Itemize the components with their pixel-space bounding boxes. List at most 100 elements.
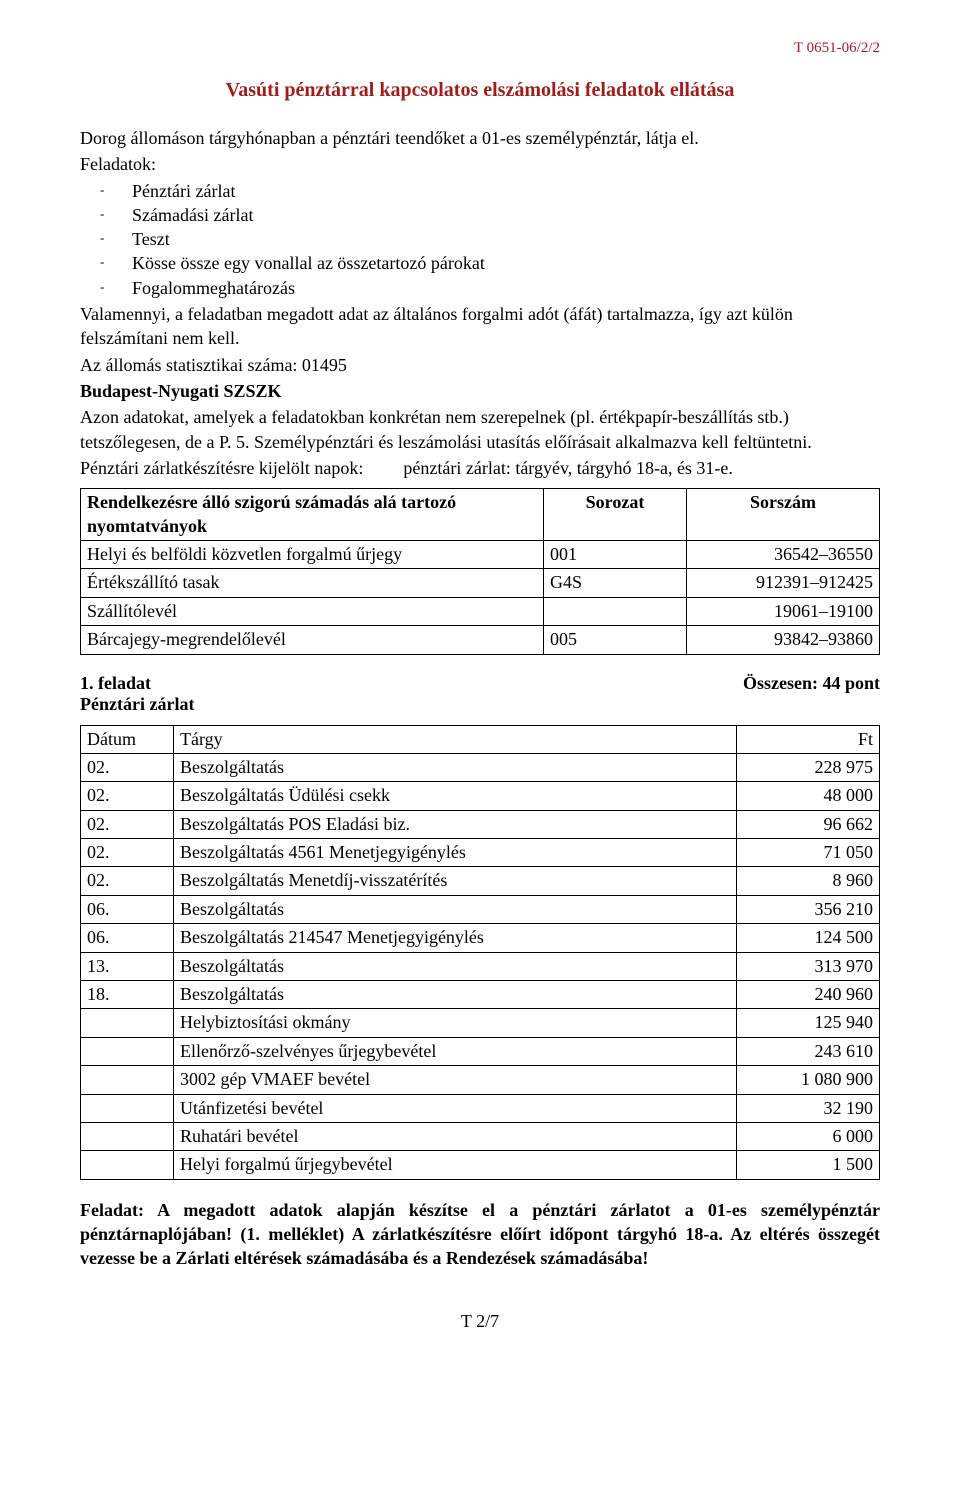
cell-targy: Beszolgáltatás (174, 952, 737, 980)
table-row: Értékszállító tasakG4S912391–912425 (81, 569, 880, 597)
cell-datum: 18. (81, 981, 174, 1009)
cell-nyomtatvany: Helyi és belföldi közvetlen forgalmú űrj… (81, 540, 544, 568)
col-sorszam: Sorszám (687, 489, 880, 541)
table-row: 02.Beszolgáltatás Menetdíj-visszatérítés… (81, 867, 880, 895)
task-header: 1. feladat Összesen: 44 pont (80, 673, 880, 694)
zarlat-line: Pénztári zárlatkészítésre kijelölt napok… (80, 456, 880, 480)
task-points: Összesen: 44 pont (743, 673, 880, 694)
cell-sorozat: G4S (544, 569, 687, 597)
cell-targy: Beszolgáltatás (174, 895, 737, 923)
cell-datum (81, 1122, 174, 1150)
cell-targy: Beszolgáltatás 214547 Menetjegyigénylés (174, 924, 737, 952)
col-ft: Ft (737, 725, 880, 753)
cell-targy: Beszolgáltatás (174, 753, 737, 781)
table-row: Ruhatári bevétel6 000 (81, 1122, 880, 1150)
cell-datum (81, 1151, 174, 1179)
zarlat-right: pénztári zárlat: tárgyév, tárgyhó 18-a, … (363, 456, 733, 480)
cell-targy: 3002 gép VMAEF bevétel (174, 1066, 737, 1094)
table-header-row: Dátum Tárgy Ft (81, 725, 880, 753)
cell-datum: 06. (81, 924, 174, 952)
cell-sorozat: 005 (544, 626, 687, 654)
page-container: T 0651-06/2/2 Vasúti pénztárral kapcsola… (0, 0, 960, 1372)
cell-ft: 48 000 (737, 782, 880, 810)
cell-sorozat: 001 (544, 540, 687, 568)
cell-ft: 8 960 (737, 867, 880, 895)
zarlat-table: Dátum Tárgy Ft 02.Beszolgáltatás228 9750… (80, 725, 880, 1180)
cell-datum (81, 1009, 174, 1037)
cell-ft: 125 940 (737, 1009, 880, 1037)
cell-datum (81, 1037, 174, 1065)
table-row: 3002 gép VMAEF bevétel1 080 900 (81, 1066, 880, 1094)
cell-targy: Ruhatári bevétel (174, 1122, 737, 1150)
cell-targy: Beszolgáltatás Menetdíj-visszatérítés (174, 867, 737, 895)
cell-nyomtatvany: Szállítólevél (81, 597, 544, 625)
cell-datum: 02. (81, 867, 174, 895)
cell-ft: 228 975 (737, 753, 880, 781)
cell-ft: 6 000 (737, 1122, 880, 1150)
cell-nyomtatvany: Értékszállító tasak (81, 569, 544, 597)
cell-targy: Ellenőrző-szelvényes űrjegybevétel (174, 1037, 737, 1065)
task-number: 1. feladat (80, 673, 151, 694)
valamennyi-text: Valamennyi, a feladatban megadott adat a… (80, 302, 880, 351)
cell-targy: Beszolgáltatás 4561 Menetjegyigénylés (174, 839, 737, 867)
cell-sorozat (544, 597, 687, 625)
col-sorozat: Sorozat (544, 489, 687, 541)
table-row: Helyi forgalmú űrjegybevétel1 500 (81, 1151, 880, 1179)
list-item: Kösse össze egy vonallal az összetartozó… (80, 251, 880, 275)
cell-ft: 32 190 (737, 1094, 880, 1122)
cell-sorszam: 19061–19100 (687, 597, 880, 625)
cell-targy: Helybiztosítási okmány (174, 1009, 737, 1037)
cell-ft: 124 500 (737, 924, 880, 952)
cell-sorszam: 36542–36550 (687, 540, 880, 568)
zarlat-left: Pénztári zárlatkészítésre kijelölt napok… (80, 456, 363, 480)
cell-targy: Utánfizetési bevétel (174, 1094, 737, 1122)
intro-paragraph: Dorog állomáson tárgyhónapban a pénztári… (80, 126, 880, 150)
list-item: Fogalommeghatározás (80, 276, 880, 300)
cell-datum (81, 1094, 174, 1122)
cell-datum: 06. (81, 895, 174, 923)
cell-targy: Beszolgáltatás (174, 981, 737, 1009)
cell-datum: 02. (81, 810, 174, 838)
cell-ft: 71 050 (737, 839, 880, 867)
col-datum: Dátum (81, 725, 174, 753)
cell-sorszam: 93842–93860 (687, 626, 880, 654)
cell-targy: Beszolgáltatás Üdülési csekk (174, 782, 737, 810)
cell-targy: Beszolgáltatás POS Eladási biz. (174, 810, 737, 838)
table-row: 02.Beszolgáltatás228 975 (81, 753, 880, 781)
cell-ft: 313 970 (737, 952, 880, 980)
szszk-text: Budapest-Nyugati SZSZK (80, 379, 880, 403)
table-row: Bárcajegy-megrendelőlevél00593842–93860 (81, 626, 880, 654)
cell-datum: 02. (81, 782, 174, 810)
table-row: 06.Beszolgáltatás356 210 (81, 895, 880, 923)
table-row: 02.Beszolgáltatás 4561 Menetjegyigénylés… (81, 839, 880, 867)
closing-paragraph: Feladat: A megadott adatok alapján készí… (80, 1198, 880, 1271)
table-row: 02.Beszolgáltatás Üdülési csekk48 000 (81, 782, 880, 810)
table-row: 18.Beszolgáltatás240 960 (81, 981, 880, 1009)
list-item: Pénztári zárlat (80, 179, 880, 203)
list-item: Számadási zárlat (80, 203, 880, 227)
statszam-text: Az állomás statisztikai száma: 01495 (80, 353, 880, 377)
table-row: Ellenőrző-szelvényes űrjegybevétel243 61… (81, 1037, 880, 1065)
cell-sorszam: 912391–912425 (687, 569, 880, 597)
table-header-row: Rendelkezésre álló szigorú számadás alá … (81, 489, 880, 541)
cell-targy: Helyi forgalmú űrjegybevétel (174, 1151, 737, 1179)
cell-datum: 02. (81, 839, 174, 867)
page-footer: T 2/7 (80, 1311, 880, 1332)
table-row: Szállítólevél 19061–19100 (81, 597, 880, 625)
table-row: Helyi és belföldi közvetlen forgalmú űrj… (81, 540, 880, 568)
cell-datum: 13. (81, 952, 174, 980)
list-item: Teszt (80, 227, 880, 251)
table-row: Utánfizetési bevétel32 190 (81, 1094, 880, 1122)
table-row: Helybiztosítási okmány125 940 (81, 1009, 880, 1037)
cell-datum (81, 1066, 174, 1094)
cell-ft: 243 610 (737, 1037, 880, 1065)
table-row: 06.Beszolgáltatás 214547 Menetjegyigényl… (81, 924, 880, 952)
cell-datum: 02. (81, 753, 174, 781)
cell-ft: 356 210 (737, 895, 880, 923)
table-row: 13.Beszolgáltatás313 970 (81, 952, 880, 980)
col-targy: Tárgy (174, 725, 737, 753)
document-id: T 0651-06/2/2 (80, 40, 880, 57)
nyomtatvanyok-table: Rendelkezésre álló szigorú számadás alá … (80, 488, 880, 654)
cell-ft: 240 960 (737, 981, 880, 1009)
table-row: 02.Beszolgáltatás POS Eladási biz.96 662 (81, 810, 880, 838)
